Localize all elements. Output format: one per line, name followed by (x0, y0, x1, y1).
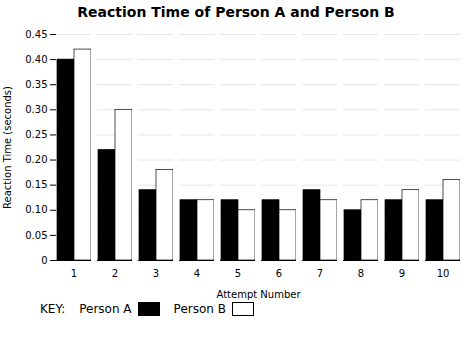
svg-text:4: 4 (194, 268, 200, 279)
svg-text:0.05: 0.05 (25, 230, 47, 241)
svg-text:0.40: 0.40 (25, 54, 47, 65)
html-text:KEY:: KEY: (40, 302, 66, 316)
html-text:Person B: Person B (173, 302, 226, 316)
html-text:Person A: Person A (79, 302, 132, 316)
svg-text:0.30: 0.30 (25, 104, 47, 115)
svg-text:Reaction Time (seconds): Reaction Time (seconds) (2, 86, 13, 209)
svg-text:6: 6 (276, 268, 282, 279)
svg-text:0.25: 0.25 (25, 129, 47, 140)
svg-text:0.15: 0.15 (25, 179, 47, 190)
svg-text:0: 0 (41, 255, 47, 266)
html-text:Reaction Time of Person A and: Reaction Time of Person A and Person B (77, 4, 395, 20)
svg-text:8: 8 (358, 268, 364, 279)
svg-text:10: 10 (437, 268, 450, 279)
svg-text:0.45: 0.45 (25, 29, 47, 40)
svg-text:Attempt Number: Attempt Number (216, 289, 301, 300)
svg-text:0.35: 0.35 (25, 79, 47, 90)
svg-text:9: 9 (399, 268, 405, 279)
svg-text:2: 2 (112, 268, 118, 279)
svg-text:0.10: 0.10 (25, 204, 47, 215)
svg-text:3: 3 (153, 268, 159, 279)
svg-text:7: 7 (317, 268, 323, 279)
svg-text:0.20: 0.20 (25, 154, 47, 165)
svg-text:5: 5 (235, 268, 241, 279)
svg-text:1: 1 (71, 268, 77, 279)
